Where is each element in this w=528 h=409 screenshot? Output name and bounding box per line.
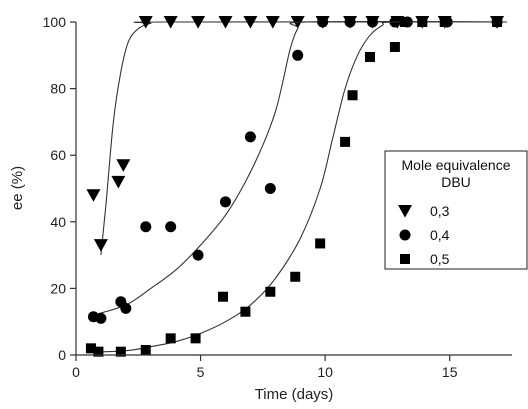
plot-area bbox=[85, 16, 508, 357]
data-point-square bbox=[347, 90, 358, 101]
data-point-square bbox=[240, 306, 251, 317]
data-point-square bbox=[290, 271, 301, 282]
data-point-square bbox=[439, 17, 450, 27]
axes bbox=[75, 22, 512, 356]
data-point-square bbox=[364, 51, 375, 62]
data-point-square bbox=[85, 343, 96, 354]
data-point-triangle-down bbox=[116, 159, 131, 172]
legend: Mole equivalence DBU 0,3 0,4 0,5 bbox=[384, 150, 528, 270]
data-point-circle bbox=[292, 49, 304, 61]
data-point-circle bbox=[244, 131, 256, 143]
data-point-square bbox=[417, 17, 428, 27]
legend-marker-square bbox=[400, 254, 410, 264]
x-axis-title: Time (days) bbox=[255, 386, 334, 403]
data-point-circle bbox=[95, 312, 107, 324]
ticks: 0 5 10 15 0 20 40 60 80 100 bbox=[43, 14, 458, 380]
data-point-square bbox=[399, 17, 410, 27]
data-point-circle bbox=[366, 16, 378, 28]
legend-label: 0,5 bbox=[430, 251, 450, 267]
data-point-square bbox=[265, 286, 276, 297]
data-point-square bbox=[217, 291, 228, 302]
data-point-triangle-down bbox=[93, 239, 108, 252]
legend-label: 0,3 bbox=[430, 203, 450, 219]
fit-curve-0,3 bbox=[100, 21, 508, 256]
legend-entries: 0,3 0,4 0,5 bbox=[398, 203, 450, 267]
data-point-circle bbox=[344, 16, 356, 28]
data-point-triangle-down bbox=[86, 189, 101, 202]
data-point-triangle-down bbox=[265, 16, 280, 29]
data-point-square bbox=[389, 41, 400, 52]
data-point-circle bbox=[317, 16, 329, 28]
y-tick-label: 40 bbox=[50, 214, 66, 230]
data-point-triangle-down bbox=[243, 16, 258, 29]
legend-title-line2: DBU bbox=[441, 174, 471, 190]
data-point-square bbox=[140, 345, 151, 356]
y-tick-label: 20 bbox=[50, 280, 66, 296]
data-point-triangle-down bbox=[111, 175, 126, 189]
data-point-square bbox=[115, 346, 126, 357]
y-axis-title: ee (%) bbox=[9, 166, 26, 210]
data-point-circle bbox=[264, 183, 276, 194]
legend-label: 0,4 bbox=[430, 227, 450, 243]
x-tick-label: 15 bbox=[442, 364, 458, 380]
data-point-triangle-down bbox=[138, 16, 153, 29]
y-tick-label: 80 bbox=[50, 81, 66, 97]
data-point-circle bbox=[192, 249, 204, 261]
data-point-square bbox=[165, 333, 176, 344]
legend-title-line1: Mole equivalence bbox=[402, 157, 511, 173]
legend-marker-circle bbox=[399, 229, 411, 241]
x-tick-label: 5 bbox=[197, 364, 205, 380]
data-point-square bbox=[340, 136, 351, 147]
data-point-square bbox=[190, 333, 201, 344]
x-tick-label: 0 bbox=[72, 364, 80, 380]
y-tick-label: 60 bbox=[50, 147, 66, 163]
data-point-triangle-down bbox=[191, 16, 206, 29]
data-point-square bbox=[93, 346, 104, 357]
data-point-circle bbox=[120, 302, 132, 314]
data-point-triangle-down bbox=[163, 16, 178, 29]
data-point-circle bbox=[140, 221, 152, 233]
data-point-circle bbox=[165, 221, 177, 233]
y-tick-label: 100 bbox=[43, 14, 67, 30]
data-point-square bbox=[492, 17, 503, 27]
data-point-triangle-down bbox=[218, 16, 233, 29]
data-point-square bbox=[315, 238, 326, 249]
legend-marker-triangle-down bbox=[398, 205, 412, 218]
fit-curve-0,4 bbox=[93, 20, 508, 316]
data-point-circle bbox=[219, 196, 231, 208]
y-tick-label: 0 bbox=[58, 347, 66, 363]
x-tick-label: 10 bbox=[317, 364, 333, 380]
